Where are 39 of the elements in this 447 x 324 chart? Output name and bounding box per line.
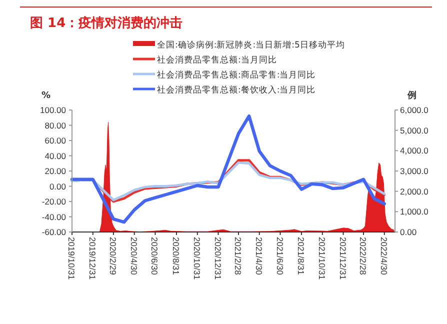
y-tick-label: 0.00	[49, 181, 66, 192]
legend-label: 社会消费品零售总额:餐饮收入:当月同比	[157, 84, 316, 96]
y2-tick-label: 1,000.0	[400, 206, 429, 217]
chart-title: 图 14：疫情对消费的冲击	[30, 15, 183, 31]
legend-label: 全国:确诊病例:新冠肺炎:当日新增:5日移动平均	[157, 40, 345, 50]
y-tick-label: 80.00	[44, 120, 66, 130]
y2-tick-label: 5,000.0	[400, 125, 429, 136]
y2-tick-label: 6,000.0	[400, 105, 429, 115]
x-tick-label: 2020/2/29	[108, 237, 118, 276]
x-tick-label: 2020/8/31	[170, 237, 181, 276]
x-tick-label: 2020/6/30	[150, 237, 160, 276]
x-tick-label: 2021/4/30	[254, 237, 264, 276]
y-tick-label: -20.00	[42, 196, 66, 206]
x-tick-label: 2021/10/31	[316, 237, 327, 280]
y2-tick-label: 3,000.0	[400, 166, 429, 176]
x-tick-label: 2021/12/31	[338, 237, 348, 280]
y-axis-title: %	[41, 91, 51, 101]
x-tick-label: 2021/8/31	[296, 237, 306, 276]
x-tick-label: 2021/2/28	[232, 237, 243, 276]
x-tick-label: 2020/12/31	[212, 237, 223, 280]
x-tick-label: 2022/4/30	[378, 237, 389, 276]
x-tick-label: 2019/10/31	[66, 237, 76, 280]
y-tick-label: 20.00	[44, 166, 66, 176]
y-tick-label: -40.00	[42, 212, 66, 222]
x-tick-label: 2019/12/31	[87, 237, 98, 280]
x-tick-label: 2020/10/31	[192, 237, 202, 280]
legend-label: 社会消费品零售总额:当月同比	[157, 54, 277, 66]
y2-tick-label: 0.00	[400, 227, 417, 237]
x-tick-label: 2021/6/30	[274, 237, 285, 276]
x-tick-label: 2020/4/30	[128, 237, 139, 276]
y-tick-label: -60.00	[42, 227, 66, 237]
legend-label: 社会消费品零售总额:商品零售:当月同比	[157, 70, 316, 80]
y2-tick-label: 2,000.0	[400, 186, 429, 196]
x-tick-label: 2022/2/28	[358, 237, 368, 276]
y-tick-label: 100.00	[40, 105, 66, 115]
y2-tick-label: 4,000.0	[400, 146, 429, 156]
y-tick-label: 40.00	[44, 150, 66, 161]
y2-axis-title: 例	[406, 90, 416, 101]
y-tick-label: 60.00	[44, 136, 66, 146]
